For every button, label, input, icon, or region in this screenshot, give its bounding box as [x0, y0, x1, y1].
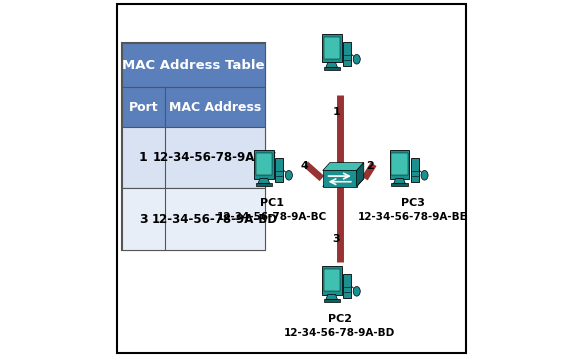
Text: 1: 1	[332, 107, 340, 117]
Text: PC3: PC3	[401, 198, 425, 208]
Bar	[343, 42, 351, 66]
Ellipse shape	[285, 171, 293, 180]
Text: 3: 3	[332, 234, 340, 244]
Text: 12-34-56-78-9A-BF: 12-34-56-78-9A-BF	[153, 151, 277, 164]
Bar	[122, 43, 265, 87]
Bar	[256, 183, 272, 186]
Polygon shape	[323, 163, 364, 171]
Ellipse shape	[421, 171, 428, 180]
Bar	[275, 158, 283, 182]
Text: 12-34-56-78-9A-BD: 12-34-56-78-9A-BD	[152, 213, 278, 226]
Bar	[122, 127, 265, 188]
Bar	[324, 299, 340, 302]
Ellipse shape	[353, 286, 360, 296]
Text: PC1: PC1	[260, 198, 284, 208]
Text: 1: 1	[139, 151, 147, 164]
Bar	[389, 150, 409, 178]
Bar	[343, 273, 351, 298]
Text: 12-34-56-78-9A-BE: 12-34-56-78-9A-BE	[358, 212, 468, 222]
Bar	[391, 183, 408, 186]
Bar	[324, 67, 340, 70]
Text: PC2: PC2	[328, 314, 352, 324]
Polygon shape	[394, 178, 405, 183]
Bar	[411, 158, 419, 182]
Bar	[254, 150, 274, 178]
Text: 3: 3	[139, 213, 147, 226]
Bar	[322, 266, 342, 295]
Bar	[256, 154, 272, 175]
Ellipse shape	[353, 54, 360, 64]
Text: 12-34-56-78-9A-BC: 12-34-56-78-9A-BC	[217, 212, 327, 222]
Bar	[391, 154, 408, 175]
Text: Port: Port	[128, 101, 158, 114]
Polygon shape	[357, 163, 364, 186]
Polygon shape	[258, 178, 269, 183]
Bar	[324, 37, 340, 59]
Polygon shape	[326, 295, 338, 299]
Polygon shape	[323, 179, 364, 186]
Bar	[122, 87, 265, 127]
Bar	[324, 270, 340, 291]
Text: 4: 4	[300, 161, 308, 171]
Text: 2: 2	[366, 161, 374, 171]
Text: 12-34-56-78-9A-BD: 12-34-56-78-9A-BD	[284, 328, 395, 338]
Text: MAC Address: MAC Address	[168, 101, 261, 114]
Text: MAC Address Table: MAC Address Table	[122, 59, 265, 72]
Bar	[122, 188, 265, 250]
Polygon shape	[326, 62, 338, 67]
Polygon shape	[323, 171, 357, 186]
Bar	[122, 43, 265, 250]
Bar	[322, 34, 342, 62]
